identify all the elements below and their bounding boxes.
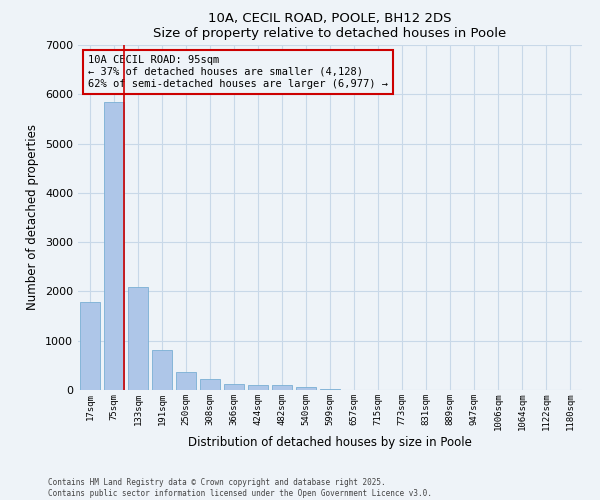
X-axis label: Distribution of detached houses by size in Poole: Distribution of detached houses by size …	[188, 436, 472, 449]
Bar	[320, 389, 340, 390]
Bar	[248, 385, 268, 390]
Bar	[200, 379, 220, 390]
Bar	[128, 286, 148, 390]
Bar	[224, 384, 244, 390]
Text: Contains HM Land Registry data © Crown copyright and database right 2025.
Contai: Contains HM Land Registry data © Crown c…	[48, 478, 432, 498]
Bar	[296, 387, 316, 390]
Bar	[176, 372, 196, 390]
Bar	[104, 102, 124, 390]
Bar	[272, 385, 292, 390]
Text: 10A CECIL ROAD: 95sqm
← 37% of detached houses are smaller (4,128)
62% of semi-d: 10A CECIL ROAD: 95sqm ← 37% of detached …	[88, 56, 388, 88]
Bar	[80, 302, 100, 390]
Y-axis label: Number of detached properties: Number of detached properties	[26, 124, 40, 310]
Bar	[152, 350, 172, 390]
Title: 10A, CECIL ROAD, POOLE, BH12 2DS
Size of property relative to detached houses in: 10A, CECIL ROAD, POOLE, BH12 2DS Size of…	[154, 12, 506, 40]
